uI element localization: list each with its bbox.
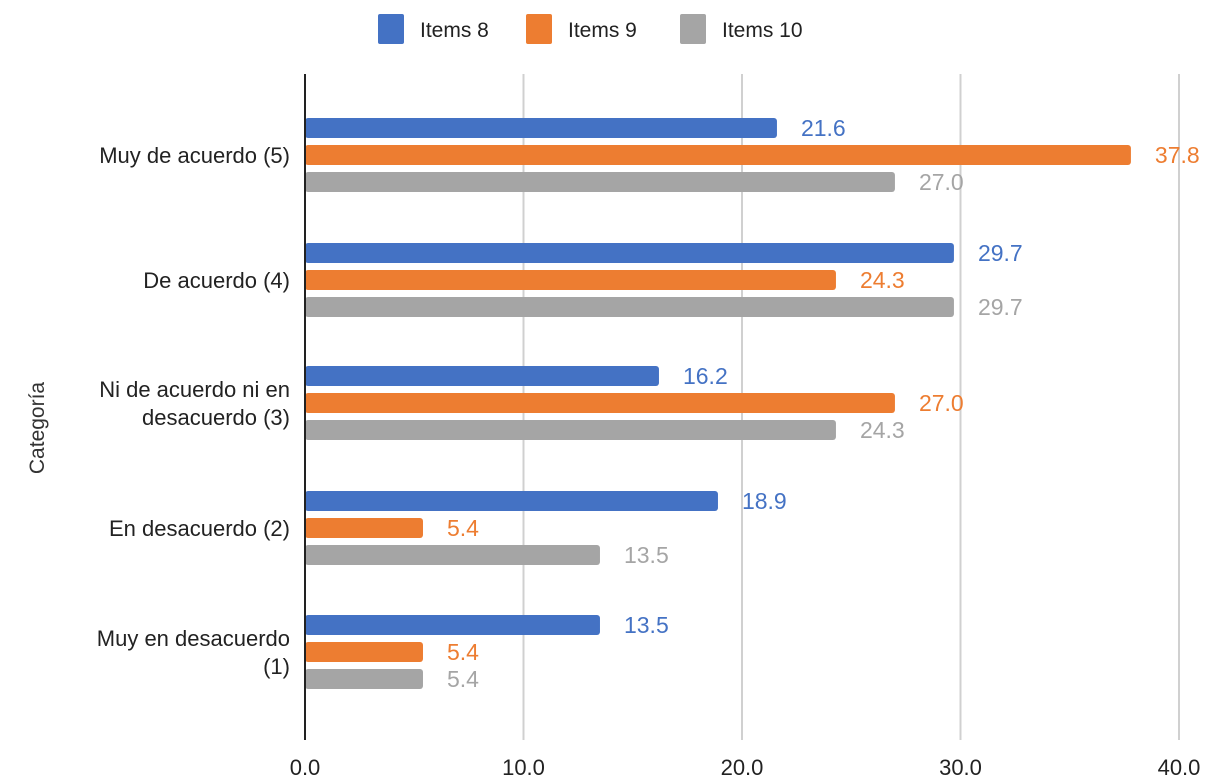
legend-label: Items 10: [722, 19, 803, 42]
category-label: (1): [263, 654, 290, 679]
legend-swatch: [680, 14, 706, 44]
bar: [305, 145, 1131, 165]
legend-swatch: [378, 14, 404, 44]
category-label: Muy de acuerdo (5): [99, 143, 290, 168]
bar: [305, 393, 895, 413]
bar: [305, 270, 836, 290]
bar: [305, 518, 423, 538]
bar: [305, 366, 659, 386]
data-label: 16.2: [683, 363, 728, 389]
bar: [305, 243, 954, 263]
legend: Items 8 Items 9 Items 10: [378, 14, 803, 44]
x-tick-label: 30.0: [939, 755, 982, 779]
y-axis-title: Categoría: [26, 382, 49, 475]
data-label: 13.5: [624, 542, 669, 568]
legend-swatch: [526, 14, 552, 44]
bar: [305, 420, 836, 440]
bar: [305, 615, 600, 635]
data-label: 18.9: [742, 488, 787, 514]
bar: [305, 669, 423, 689]
data-label: 21.6: [801, 115, 846, 141]
data-label: 27.0: [919, 169, 964, 195]
x-tick-label: 10.0: [502, 755, 545, 779]
category-label: Muy en desacuerdo: [97, 626, 290, 651]
data-label: 29.7: [978, 294, 1023, 320]
x-tick-label: 20.0: [721, 755, 764, 779]
bars: 21.6 37.8 27.0 29.7 24.3 29.7 16.2 27.0 24.3 18.9…: [305, 115, 1200, 692]
category-labels: Muy de acuerdo (5) De acuerdo (4) Ni de ac…: [97, 143, 290, 679]
data-label: 37.8: [1155, 142, 1200, 168]
category-label: De acuerdo (4): [143, 268, 290, 293]
bar: [305, 297, 954, 317]
category-label: desacuerdo (3): [142, 405, 290, 430]
x-tick-labels: 0.0 10.0 20.0 30.0 40.0: [290, 755, 1201, 779]
data-label: 24.3: [860, 417, 905, 443]
legend-label: Items 9: [568, 19, 637, 42]
legend-label: Items 8: [420, 19, 489, 42]
bar: [305, 172, 895, 192]
data-label: 24.3: [860, 267, 905, 293]
x-tick-label: 0.0: [290, 755, 321, 779]
bar: [305, 118, 777, 138]
data-label: 13.5: [624, 612, 669, 638]
category-label: Ni de acuerdo ni en: [99, 377, 290, 402]
bar: [305, 491, 718, 511]
data-label: 5.4: [447, 666, 479, 692]
data-label: 5.4: [447, 515, 479, 541]
x-tick-label: 40.0: [1158, 755, 1201, 779]
bar: [305, 642, 423, 662]
bar: [305, 545, 600, 565]
data-label: 29.7: [978, 240, 1023, 266]
category-label: En desacuerdo (2): [109, 516, 290, 541]
data-label: 5.4: [447, 639, 479, 665]
data-label: 27.0: [919, 390, 964, 416]
